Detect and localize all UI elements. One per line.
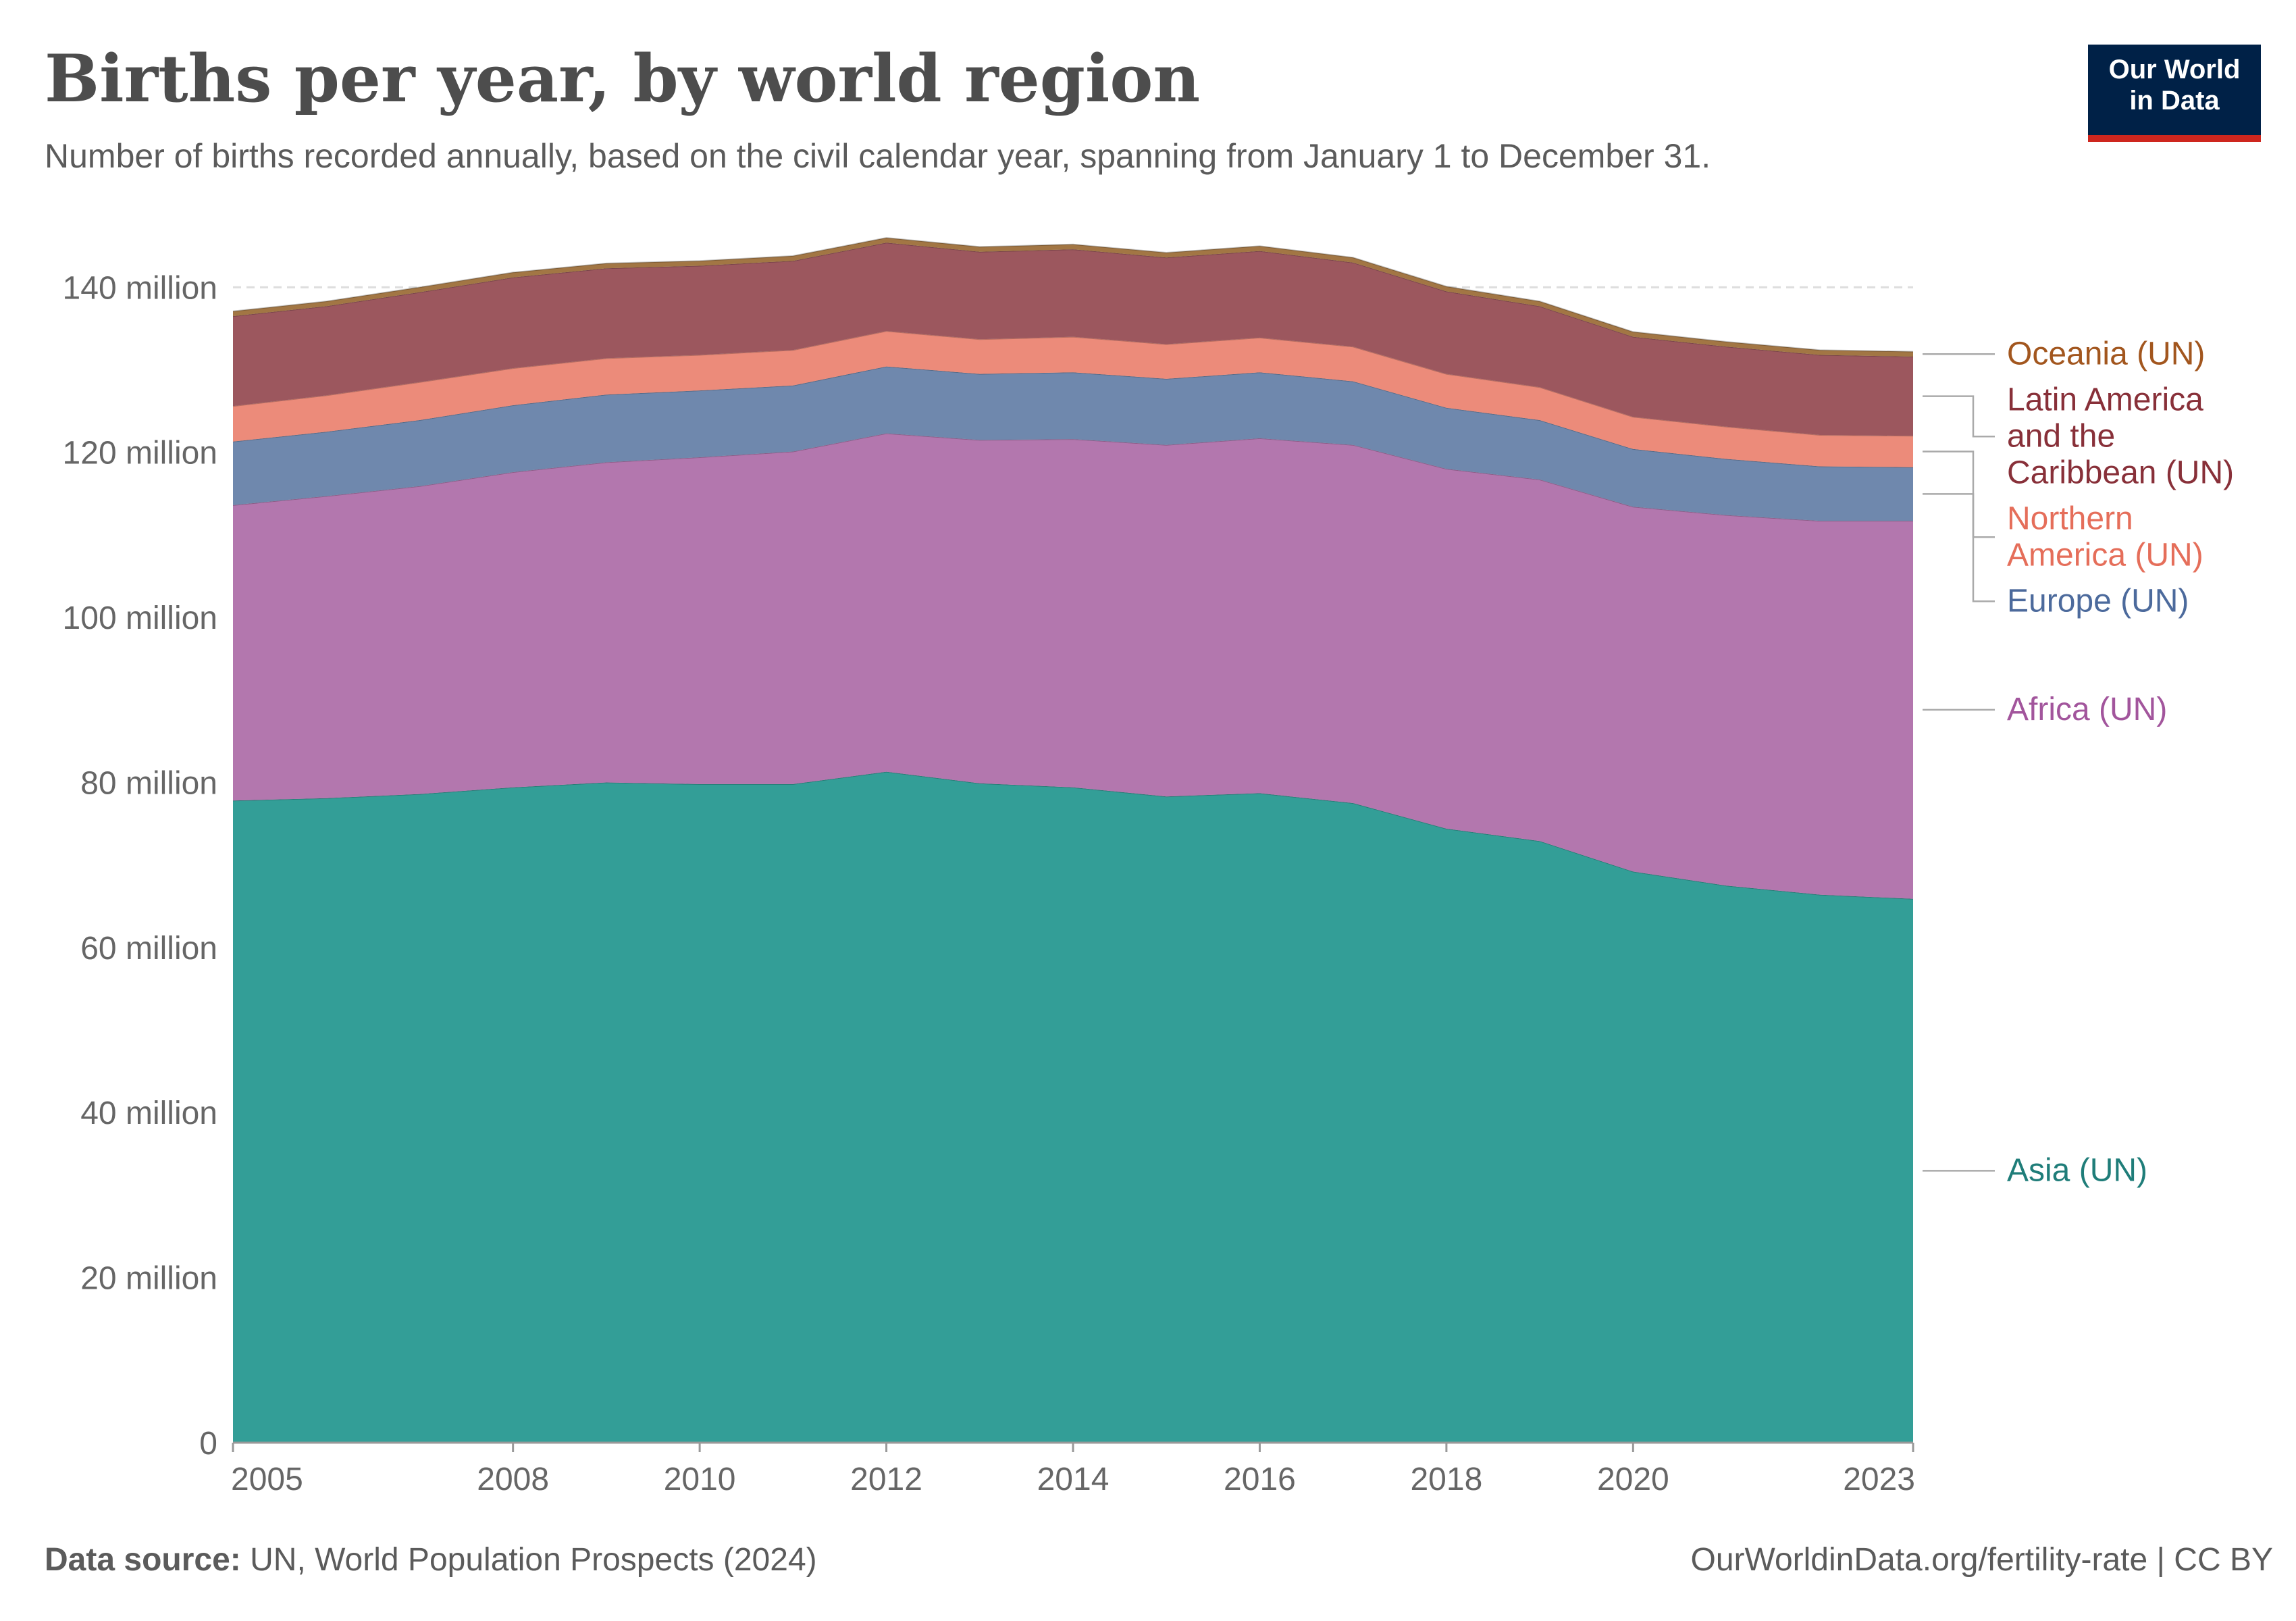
series-label-europe[interactable]: Europe (UN) <box>2007 583 2189 619</box>
owid-logo[interactable]: Our World in Data <box>2088 45 2261 142</box>
data-source-label: Data source: <box>45 1542 241 1578</box>
series-labels: Asia (UN) Africa (UN) Europe (UN) Northern A… <box>1923 336 2234 1188</box>
area-europe[interactable] <box>233 366 1913 521</box>
logo-line-1: Our World <box>2108 55 2241 84</box>
area-africa[interactable] <box>233 433 1913 899</box>
y-tick-label: 120 million <box>63 436 217 471</box>
x-tick-label: 2012 <box>850 1462 922 1497</box>
x-tick-label: 2005 <box>231 1462 303 1497</box>
y-tick-label: 80 million <box>80 765 217 801</box>
data-source-text: UN, World Population Prospects (2024) <box>250 1542 817 1578</box>
area-asia[interactable] <box>233 771 1913 1443</box>
axes: 0 20 million 40 million 60 million 80 millio… <box>63 270 1915 1497</box>
data-source: Data source: UN, World Population Prospe… <box>45 1541 817 1578</box>
series-label-africa[interactable]: Africa (UN) <box>2007 692 2167 727</box>
series-label-latin-america-and-the-caribbean[interactable]: Latin America and the Caribbean (UN) <box>2007 382 2234 490</box>
area-oceania[interactable] <box>233 238 1913 357</box>
label-connector <box>1923 395 1995 438</box>
x-tick-label: 2010 <box>664 1462 736 1497</box>
footer-attribution: OurWorldinData.org/fertility-rate | CC B… <box>1690 1541 2273 1578</box>
chart-subtitle: Number of births recorded annually, base… <box>45 137 1711 175</box>
y-tick-label: 60 million <box>80 931 217 967</box>
x-tick-label: 2008 <box>477 1462 549 1497</box>
x-tick-label: 2014 <box>1037 1462 1110 1497</box>
chart-title: Births per year, by world region <box>45 41 1201 117</box>
y-tick-label: 20 million <box>80 1261 217 1297</box>
y-tick-label: 100 million <box>63 600 217 636</box>
y-tick-label: 140 million <box>63 270 217 306</box>
source-url-link[interactable]: OurWorldinData.org/fertility-rate <box>1690 1542 2148 1578</box>
series-label-oceania[interactable]: Oceania (UN) <box>2007 336 2205 371</box>
license-text: | CC BY <box>2156 1542 2274 1578</box>
series-label-northern-america[interactable]: Northern America (UN) <box>2007 500 2203 573</box>
y-tick-label: 40 million <box>80 1096 217 1131</box>
area-edge-oceania <box>232 236 1914 353</box>
x-tick-label: 2018 <box>1410 1462 1482 1497</box>
x-tick-label: 2020 <box>1597 1462 1669 1497</box>
x-tick-label: 2016 <box>1224 1462 1296 1497</box>
area-latin-america-and-the-caribbean[interactable] <box>233 242 1913 436</box>
y-tick-label: 0 <box>199 1426 217 1462</box>
area-northern-america[interactable] <box>233 331 1913 467</box>
label-connector <box>1923 493 1995 602</box>
label-connector <box>1923 451 1995 538</box>
logo-line-2: in Data <box>2129 86 2220 115</box>
series-label-asia[interactable]: Asia (UN) <box>2007 1152 2147 1188</box>
area-series <box>232 236 1914 1443</box>
x-tick-label: 2023 <box>1843 1462 1915 1497</box>
